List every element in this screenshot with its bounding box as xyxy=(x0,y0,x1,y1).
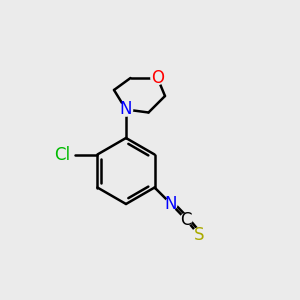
Text: O: O xyxy=(151,69,164,87)
Circle shape xyxy=(165,198,177,210)
Text: S: S xyxy=(194,226,204,244)
Circle shape xyxy=(192,228,205,241)
Text: N: N xyxy=(120,100,132,118)
Text: N: N xyxy=(165,195,177,213)
Circle shape xyxy=(151,71,164,85)
Text: Cl: Cl xyxy=(54,146,70,164)
Circle shape xyxy=(180,214,192,226)
Circle shape xyxy=(119,103,133,116)
Text: C: C xyxy=(180,211,192,229)
